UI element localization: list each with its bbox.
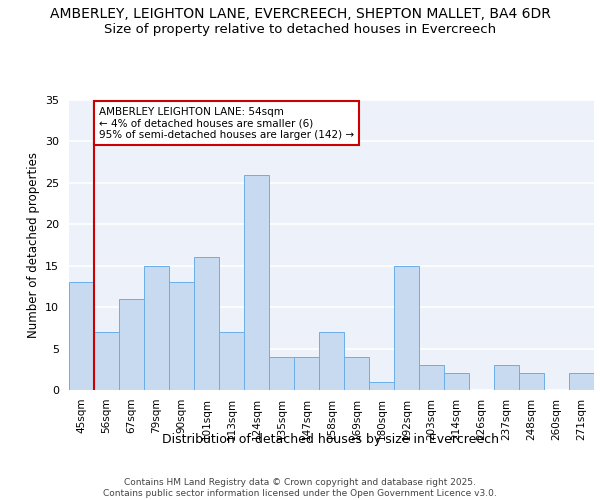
- Bar: [444, 374, 469, 390]
- Text: Contains HM Land Registry data © Crown copyright and database right 2025.
Contai: Contains HM Land Registry data © Crown c…: [103, 478, 497, 498]
- Bar: [94, 332, 119, 390]
- Bar: [194, 258, 219, 390]
- Bar: [294, 357, 319, 390]
- Text: Size of property relative to detached houses in Evercreech: Size of property relative to detached ho…: [104, 22, 496, 36]
- Bar: [519, 374, 544, 390]
- Bar: [569, 374, 594, 390]
- Bar: [419, 365, 444, 390]
- Bar: [269, 357, 294, 390]
- Text: AMBERLEY LEIGHTON LANE: 54sqm
← 4% of detached houses are smaller (6)
95% of sem: AMBERLEY LEIGHTON LANE: 54sqm ← 4% of de…: [99, 106, 354, 140]
- Bar: [144, 266, 169, 390]
- Text: AMBERLEY, LEIGHTON LANE, EVERCREECH, SHEPTON MALLET, BA4 6DR: AMBERLEY, LEIGHTON LANE, EVERCREECH, SHE…: [50, 8, 550, 22]
- Bar: [219, 332, 244, 390]
- Bar: [319, 332, 344, 390]
- Bar: [244, 174, 269, 390]
- Bar: [494, 365, 519, 390]
- Bar: [394, 266, 419, 390]
- Text: Distribution of detached houses by size in Evercreech: Distribution of detached houses by size …: [161, 432, 499, 446]
- Bar: [369, 382, 394, 390]
- Bar: [169, 282, 194, 390]
- Bar: [69, 282, 94, 390]
- Y-axis label: Number of detached properties: Number of detached properties: [26, 152, 40, 338]
- Bar: [344, 357, 369, 390]
- Bar: [119, 299, 144, 390]
